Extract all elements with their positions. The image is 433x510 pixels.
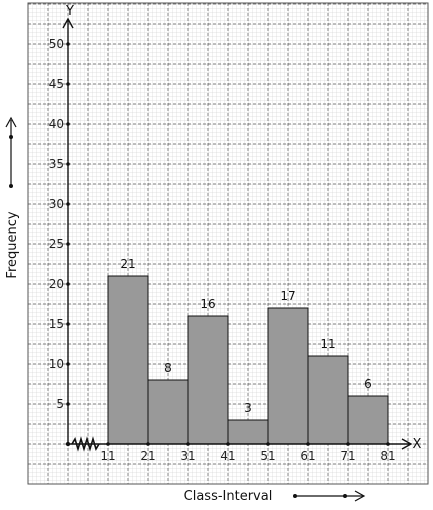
x-tick-dot: [346, 442, 350, 446]
y-tick-dot: [66, 242, 70, 246]
y-tick-label: 35: [49, 157, 64, 171]
x-tick-labels: 11 21 31 41 51 61 71 81: [100, 442, 396, 463]
y-tick-dot: [66, 402, 70, 406]
bar: [267, 307, 309, 445]
y-tick-label: 40: [49, 117, 64, 131]
x-tick-dot: [306, 442, 310, 446]
bar: [187, 315, 229, 445]
axis-break-zigzag: [71, 436, 100, 452]
bar-value-label: 8: [164, 361, 172, 375]
bar-value-label: 16: [200, 297, 215, 311]
bar: [227, 419, 269, 445]
x-axis-title: Class-Interval: [184, 489, 273, 504]
x-tick-dot: [226, 442, 230, 446]
y-axis-letter: Y: [65, 4, 74, 19]
bar: [147, 379, 189, 445]
y-tick-dot: [66, 82, 70, 86]
axes: [62, 17, 413, 452]
bar-value-label: 3: [244, 401, 252, 415]
y-tick-label: 50: [49, 37, 64, 51]
x-tick-dot: [266, 442, 270, 446]
y-axis-arrowhead: [62, 17, 74, 29]
y-tick-dot: [66, 322, 70, 326]
x-tick-dot: [106, 442, 110, 446]
y-axis-title: Frequency: [5, 211, 20, 278]
y-tick-labels: 5 10 15 20 25 30 35 40 45 50: [49, 37, 70, 411]
x-tick-label: 51: [260, 449, 275, 463]
bar-value-label: 6: [364, 377, 372, 391]
x-tick-label: 41: [220, 449, 235, 463]
x-tick-label: 61: [300, 449, 315, 463]
bar: [307, 355, 349, 445]
x-axis-arrowhead: [401, 438, 413, 450]
x-tick-label: 81: [380, 449, 395, 463]
y-tick-dot: [66, 202, 70, 206]
bars: [107, 275, 389, 445]
x-tick-dot: [186, 442, 190, 446]
x-tick-label: 11: [100, 449, 115, 463]
y-tick-label: 20: [49, 277, 64, 291]
bar: [107, 275, 149, 445]
bar-value-label: 11: [320, 337, 335, 351]
x-tick-label: 71: [340, 449, 355, 463]
y-tick-label: 25: [49, 237, 64, 251]
x-tick-label: 31: [180, 449, 195, 463]
origin-dot: [65, 441, 71, 447]
bar-value-label: 17: [280, 289, 295, 303]
bar: [347, 395, 389, 445]
y-tick-dot: [66, 162, 70, 166]
x-tick-label: 21: [140, 449, 155, 463]
y-tick-label: 45: [49, 77, 64, 91]
bar-value-label: 21: [120, 257, 135, 271]
bar-labels: 21 8 16 3 17 11 6: [120, 257, 371, 415]
x-direction-arrow: [293, 490, 366, 502]
y-tick-label: 10: [49, 357, 64, 371]
y-tick-dot: [66, 122, 70, 126]
x-tick-dot: [386, 442, 390, 446]
y-tick-label: 5: [56, 397, 64, 411]
y-tick-dot: [66, 282, 70, 286]
y-tick-dot: [66, 42, 70, 46]
y-tick-dot: [66, 362, 70, 366]
x-tick-dot: [146, 442, 150, 446]
y-tick-label: 30: [49, 197, 64, 211]
y-direction-arrow: [5, 116, 17, 188]
x-axis-letter: X: [413, 437, 422, 452]
y-tick-label: 15: [49, 317, 64, 331]
